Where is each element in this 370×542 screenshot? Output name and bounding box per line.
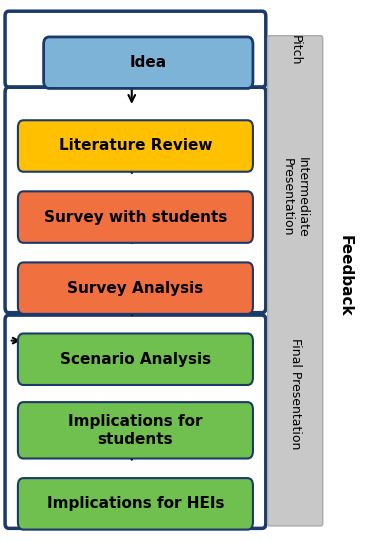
Text: Implications for HEIs: Implications for HEIs: [47, 496, 224, 511]
Text: Final Presentation: Final Presentation: [289, 338, 302, 449]
FancyBboxPatch shape: [268, 36, 323, 526]
FancyBboxPatch shape: [18, 191, 253, 243]
Text: Survey with students: Survey with students: [44, 210, 227, 224]
Text: Idea: Idea: [130, 55, 167, 70]
FancyBboxPatch shape: [18, 120, 253, 172]
FancyBboxPatch shape: [18, 262, 253, 314]
Text: Scenario Analysis: Scenario Analysis: [60, 352, 211, 367]
Text: Intermediate
Presentation: Intermediate Presentation: [281, 157, 309, 238]
Text: Pitch: Pitch: [289, 35, 302, 66]
Text: Survey Analysis: Survey Analysis: [67, 281, 204, 295]
Text: Feedback: Feedback: [337, 235, 352, 317]
Text: Implications for
students: Implications for students: [68, 414, 203, 447]
FancyBboxPatch shape: [18, 402, 253, 459]
Text: Literature Review: Literature Review: [59, 139, 212, 153]
FancyBboxPatch shape: [18, 478, 253, 530]
FancyBboxPatch shape: [44, 37, 253, 88]
FancyBboxPatch shape: [18, 333, 253, 385]
